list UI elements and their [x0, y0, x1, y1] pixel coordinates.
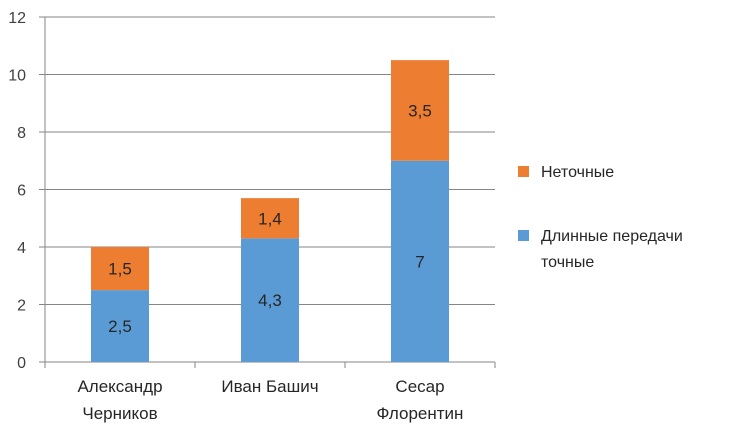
- y-tick-label: 8: [17, 125, 26, 142]
- legend: Неточные Длинные передачи точные: [518, 164, 683, 271]
- y-tick-label: 12: [8, 10, 26, 27]
- data-label: 3,5: [408, 101, 432, 120]
- legend-swatch: [518, 166, 529, 177]
- y-tick-label: 2: [17, 298, 26, 315]
- bar-segment: [391, 60, 449, 161]
- bar-segment: [91, 247, 149, 291]
- bar-segment: [241, 198, 299, 239]
- data-label: 1,5: [108, 260, 132, 279]
- x-tick-label-line: Флорентин: [377, 404, 464, 423]
- x-tick-label: Иван Башич: [221, 377, 318, 396]
- data-label: 7: [415, 252, 424, 271]
- bar-segment: [391, 160, 449, 362]
- data-label: 4,3: [258, 291, 282, 310]
- x-tick-label-line: Иван Башич: [221, 377, 318, 396]
- bars: [91, 60, 449, 362]
- y-tick-label: 0: [17, 355, 26, 372]
- legend-label-line: Длинные передачи: [541, 228, 683, 245]
- bar-segment: [91, 290, 149, 362]
- data-labels: 2,5 1,5 4,3 1,4 7 3,5: [108, 101, 432, 336]
- data-label: 1,4: [258, 209, 282, 228]
- x-tick-label: Александр Черников: [77, 377, 162, 423]
- x-tick-label-line: Александр: [77, 377, 162, 396]
- x-tick-label-line: Черников: [82, 404, 157, 423]
- y-tick-label: 10: [8, 68, 26, 85]
- legend-label: Длинные передачи точные: [541, 228, 683, 271]
- data-label: 2,5: [108, 317, 132, 336]
- legend-label: Неточные: [541, 164, 614, 181]
- y-tick-label: 4: [17, 240, 26, 257]
- x-tick-label: Сесар Флорентин: [377, 377, 464, 423]
- legend-label-line: точные: [541, 254, 594, 271]
- axes: 0 2 4 6 8 10 12 Александр Черников Иван Башич Сеса…: [8, 10, 496, 423]
- legend-label-line: Неточные: [541, 164, 614, 181]
- bar-segment: [241, 238, 299, 362]
- y-tick-label: 6: [17, 183, 26, 200]
- x-tick-label-line: Сесар: [395, 377, 444, 396]
- legend-swatch: [518, 230, 529, 241]
